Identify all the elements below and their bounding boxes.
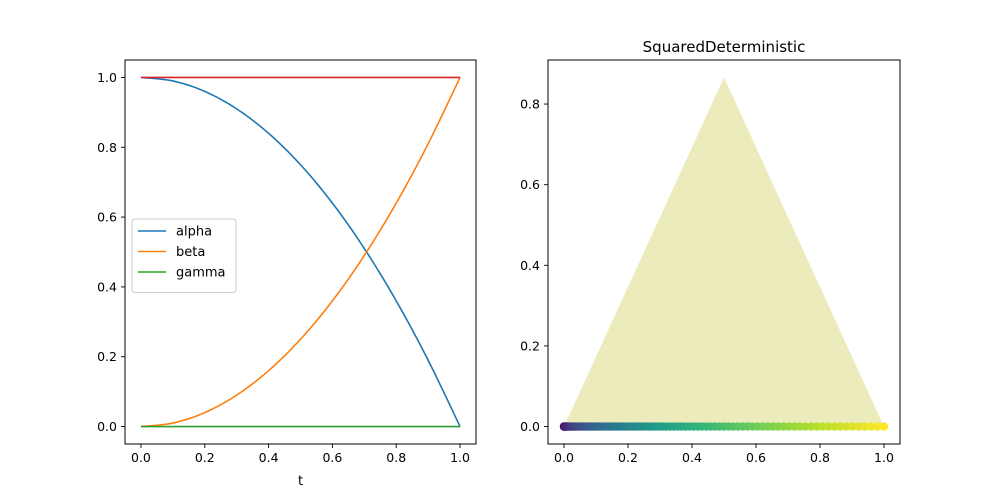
scatter-point [830,422,839,431]
y-tick-label: 0.4 [97,279,117,294]
x-tick-label: 0.2 [195,450,215,465]
scatter-point [824,422,833,431]
left-axes-frame [124,59,477,445]
legend-label-alpha: alpha [176,225,212,240]
right-axes-frame [547,59,901,445]
x-tick-label: 0.4 [259,450,279,465]
scatter-point [842,422,851,431]
legend-label-gamma: gamma [176,266,226,281]
right-subplot: 0.0 0.2 0.4 0.6 0.8 1.0 0.0 0.2 0.4 0.6 0.8 Square… [520,38,901,465]
scatter-point [854,422,863,431]
scatter-point [867,422,876,431]
left-ticks: 0.0 0.2 0.4 0.6 0.8 1.0 0.0 0.2 0.4 0.6 0.8 1.0 [97,70,470,465]
series-line-alpha [140,76,461,427]
x-tick-label: 1.0 [450,450,470,465]
right-ticks: 0.0 0.2 0.4 0.6 0.8 1.0 0.0 0.2 0.4 0.6 0.8 [520,97,894,465]
y-tick-label: 0.8 [520,97,540,112]
left-plot-marks [140,76,461,428]
y-tick-label: 0.0 [97,419,117,434]
scatter-point [812,422,822,431]
x-tick-label: 0.2 [618,450,638,465]
left-legend: alpha beta gamma [131,218,237,293]
scatter-point [818,422,827,431]
left-x-axis-label: t [298,474,303,489]
y-tick-label: 0.8 [97,140,117,155]
right-plot-title: SquaredDeterministic [643,38,806,56]
scatter-point [860,422,870,431]
y-tick-label: 1.0 [97,70,117,85]
y-tick-label: 0.2 [520,338,540,353]
y-tick-label: 0.6 [97,210,117,225]
scatter-point [848,422,857,431]
x-tick-label: 0.8 [810,450,830,465]
series-line-beta [140,77,461,428]
y-tick-label: 0.2 [97,349,117,364]
x-tick-label: 0.6 [322,450,342,465]
x-tick-label: 0.0 [554,450,574,465]
x-tick-label: 0.8 [386,450,406,465]
y-tick-label: 0.6 [520,177,540,192]
left-subplot: 0.0 0.2 0.4 0.6 0.8 1.0 0.0 0.2 0.4 0.6 0.8 1.0 t a… [97,59,477,489]
simplex-triangle [564,77,884,427]
x-tick-label: 0.4 [682,450,702,465]
y-tick-label: 0.0 [520,419,540,434]
scatter-point [836,422,845,431]
legend-label-beta: beta [176,245,205,260]
x-tick-label: 1.0 [874,450,894,465]
scatter-point [879,422,889,431]
x-tick-label: 0.0 [131,450,151,465]
right-plot-marks [559,77,889,431]
x-tick-label: 0.6 [746,450,766,465]
y-tick-label: 0.4 [520,258,540,273]
legend-box [131,218,237,293]
scatter-point [873,422,882,431]
